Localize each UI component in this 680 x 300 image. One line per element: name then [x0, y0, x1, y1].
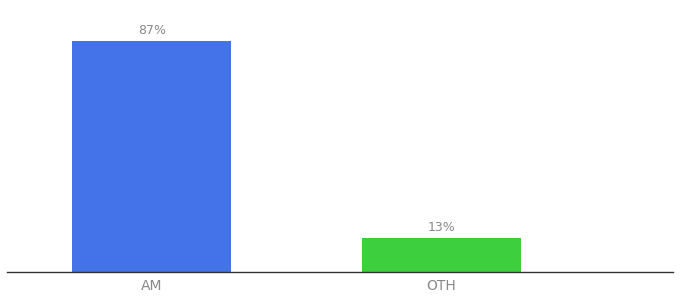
Text: 13%: 13%	[428, 221, 455, 234]
Bar	[362, 238, 521, 272]
Bar	[72, 41, 231, 272]
Text: 87%: 87%	[138, 24, 166, 38]
